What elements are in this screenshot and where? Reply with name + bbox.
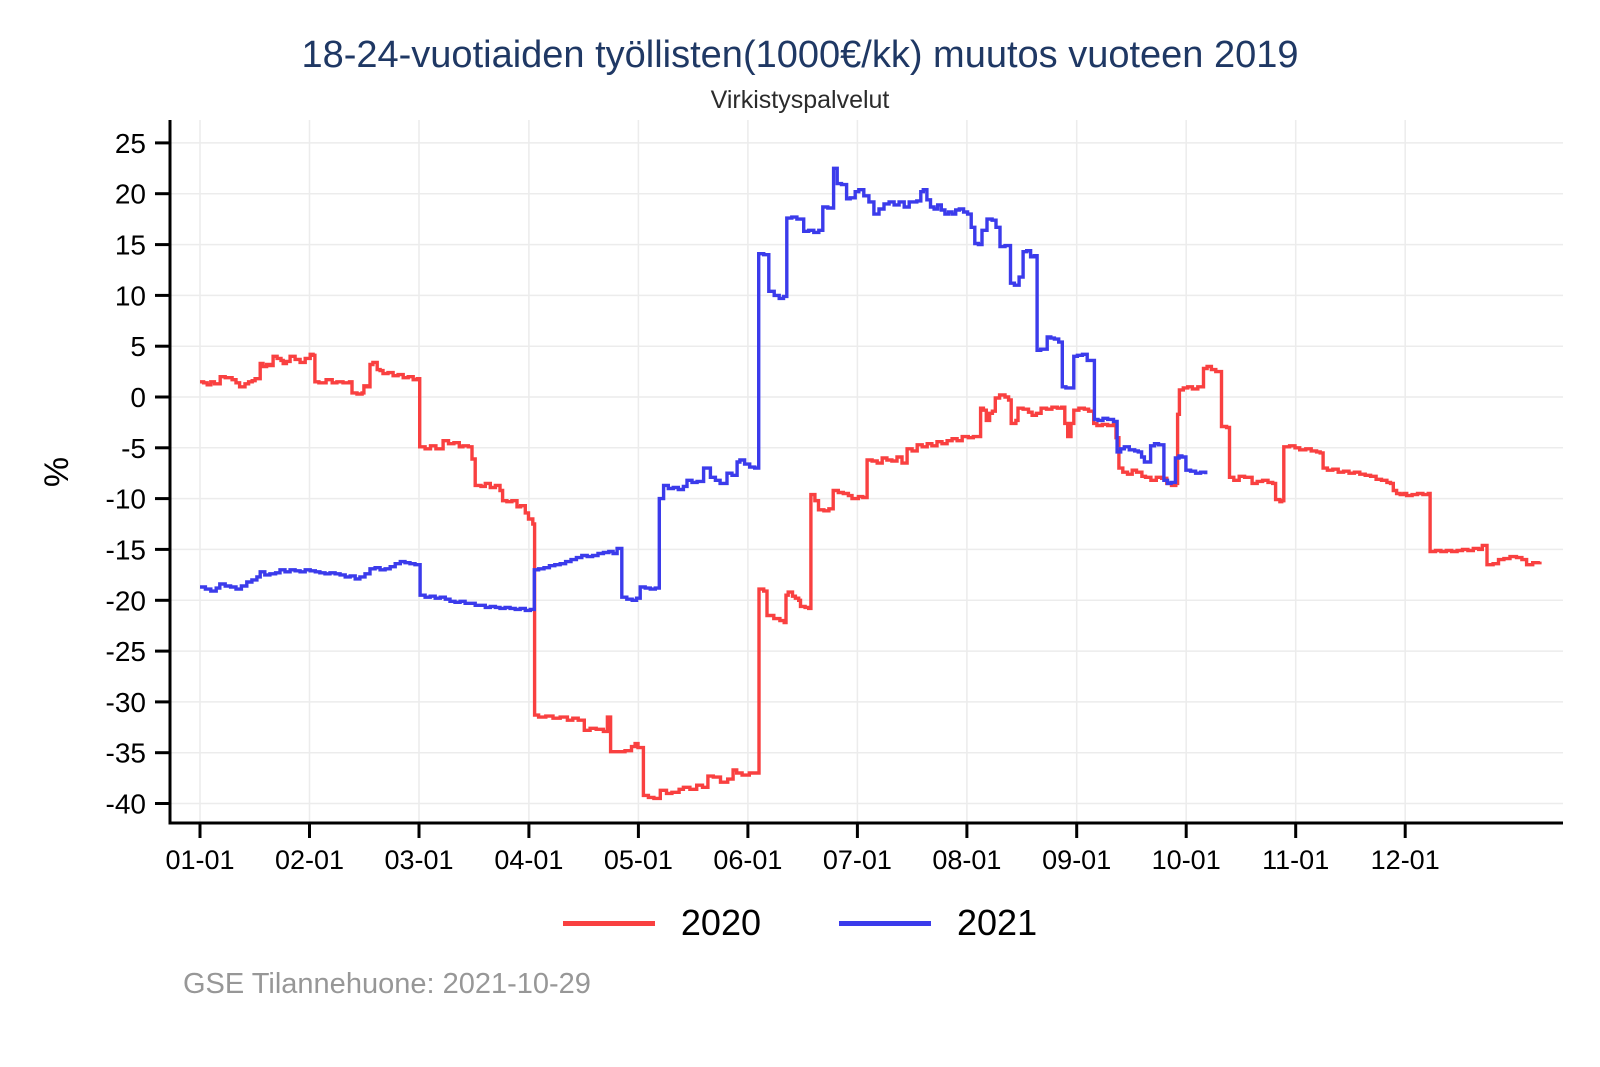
y-tick-label: -20 — [106, 585, 146, 616]
source-caption: GSE Tilannehuone: 2021-10-29 — [183, 968, 591, 1000]
y-tick-label: -5 — [121, 433, 146, 464]
legend-line-2021-swatch — [839, 920, 931, 926]
y-tick-label: -10 — [106, 484, 146, 515]
x-tick-label: 01-01 — [165, 845, 234, 875]
x-tick-label: 07-01 — [823, 845, 892, 875]
x-tick-label: 09-01 — [1042, 845, 1111, 875]
chart-title: 18-24-vuotiaiden työllisten(1000€/kk) mu… — [301, 34, 1299, 76]
legend-item-2020: 2020 — [562, 902, 761, 943]
y-tick-label: -15 — [106, 534, 146, 565]
legend-label-2021: 2021 — [957, 902, 1038, 943]
series-line-2021 — [200, 166, 1208, 613]
y-tick-label: 5 — [130, 331, 146, 362]
y-tick-label: -35 — [106, 738, 146, 769]
x-tick-label: 05-01 — [604, 845, 673, 875]
series-line-2020 — [200, 352, 1542, 801]
y-tick-label: 20 — [115, 179, 146, 210]
legend-label-2020: 2020 — [680, 902, 761, 943]
legend-line-2020-swatch — [562, 920, 655, 926]
x-tick-label: 02-01 — [275, 845, 344, 875]
y-tick-label: 25 — [115, 128, 146, 159]
y-tick-label: -30 — [106, 687, 146, 718]
x-tick-label: 11-01 — [1262, 845, 1329, 875]
chart-subtitle: Virkistyspalvelut — [710, 86, 890, 114]
y-tick-label: 0 — [130, 382, 146, 413]
y-tick-label: 15 — [115, 230, 146, 261]
y-tick-label: -40 — [106, 789, 146, 820]
y-tick-label: -25 — [106, 636, 146, 667]
x-tick-label: 12-01 — [1371, 845, 1440, 875]
x-tick-label: 08-01 — [932, 845, 1001, 875]
legend: 2020 2021 — [0, 894, 1600, 952]
x-tick-label: 04-01 — [494, 845, 563, 875]
y-axis-title: % — [38, 457, 76, 487]
x-tick-label: 03-01 — [384, 845, 453, 875]
y-tick-label: 10 — [115, 280, 146, 311]
legend-item-2021: 2021 — [839, 905, 1037, 941]
x-tick-label: 10-01 — [1152, 845, 1221, 875]
x-tick-label: 06-01 — [713, 845, 782, 875]
